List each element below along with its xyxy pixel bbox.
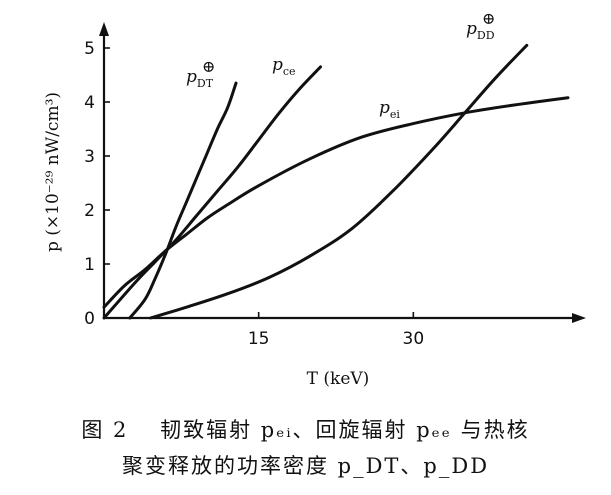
series-label-ce: pce (272, 55, 296, 78)
series-label-dt: pDT (186, 67, 214, 90)
series-mark-dd: ⊕ (482, 9, 495, 28)
series-line-dd (148, 43, 529, 320)
y-tick-label-4: 4 (84, 93, 95, 113)
series-line-ei (102, 96, 570, 309)
series-line-dt (128, 81, 238, 320)
y-tick-label-2: 2 (84, 201, 95, 221)
y-tick-label-0: 0 (84, 309, 95, 329)
y-axis-arrow (99, 22, 109, 36)
series-label-ei: pei (379, 98, 400, 121)
figure-caption-line-1: 图 2 韧致辐射 pₑᵢ、回旋辐射 pₑₑ 与热核 (81, 418, 530, 442)
y-tick-label-3: 3 (84, 147, 95, 167)
series-line-ce (102, 65, 322, 320)
series-lines (102, 43, 570, 320)
y-tick-label-5: 5 (84, 39, 95, 59)
figure-caption-line-2: 聚变释放的功率密度 p_DT、p_DD (121, 454, 490, 478)
ticks: 0 1 2 3 4 5 15 30 (84, 39, 424, 349)
series-label-dd: pDD (466, 19, 495, 42)
y-axis-title: p (×10⁻²⁹ nW/cm³) (43, 92, 63, 252)
axes (99, 22, 586, 323)
x-axis-title: T (keV) (307, 369, 370, 389)
x-tick-label-1: 30 (403, 329, 425, 349)
x-axis-arrow (572, 313, 586, 323)
x-tick-label-0: 15 (248, 329, 270, 349)
series-mark-dt: ⊕ (202, 57, 215, 76)
y-tick-label-1: 1 (84, 255, 95, 275)
